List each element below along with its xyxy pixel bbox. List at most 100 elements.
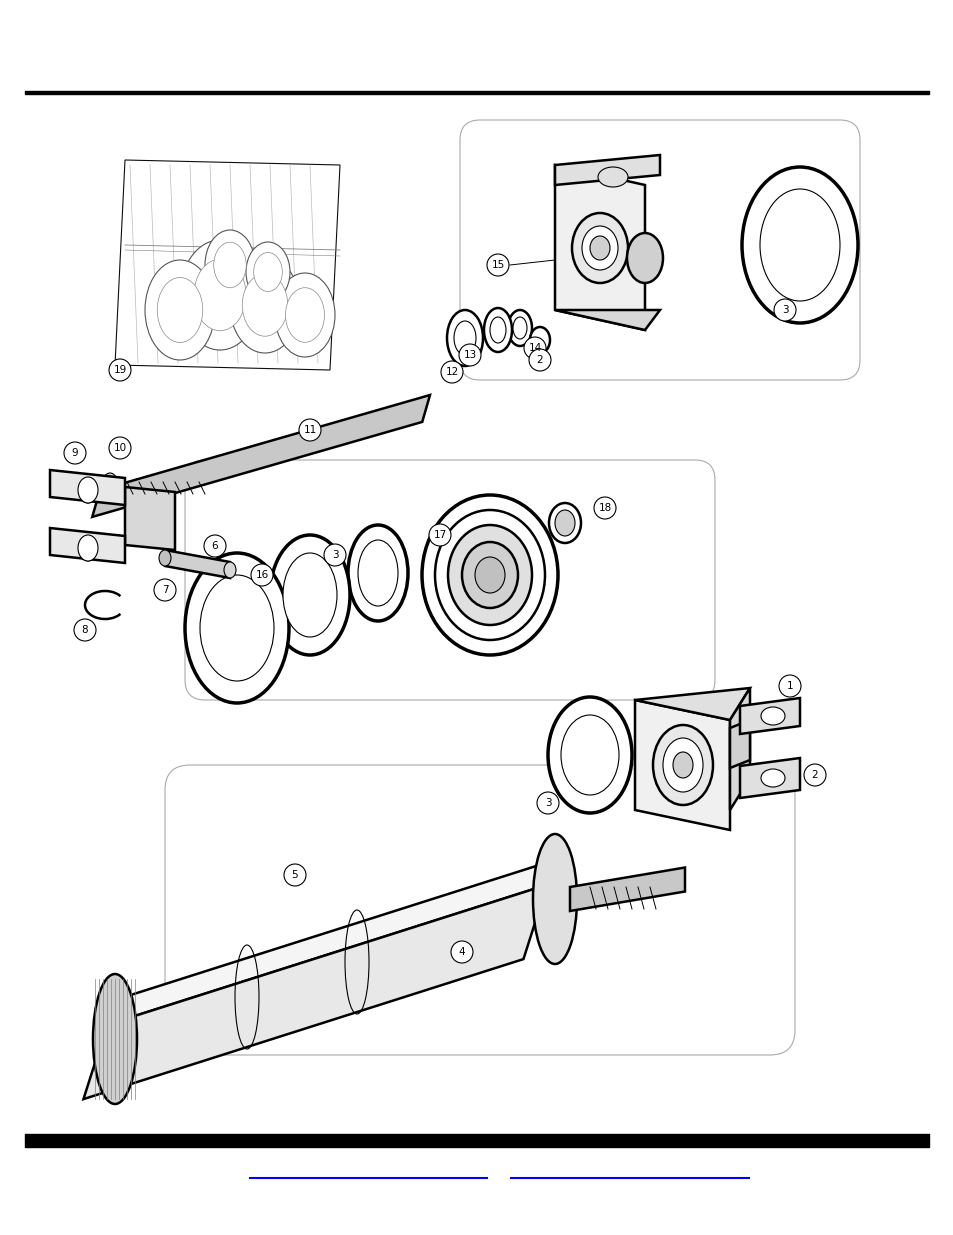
Circle shape [429,524,451,546]
Text: 13: 13 [463,350,476,359]
Circle shape [486,254,509,275]
Text: 15: 15 [491,261,504,270]
Ellipse shape [513,317,526,338]
Ellipse shape [92,974,137,1104]
Text: 19: 19 [113,366,127,375]
Polygon shape [107,860,555,1025]
Polygon shape [740,698,800,734]
Circle shape [529,350,551,370]
Ellipse shape [741,167,857,324]
Ellipse shape [230,257,299,353]
Circle shape [109,359,131,382]
Ellipse shape [253,252,282,291]
Polygon shape [635,688,749,720]
Ellipse shape [760,189,840,301]
Ellipse shape [242,274,288,336]
Text: 2: 2 [811,769,818,781]
Text: 4: 4 [458,947,465,957]
Ellipse shape [159,550,171,566]
Circle shape [64,442,86,464]
Text: 5: 5 [292,869,298,881]
Circle shape [773,299,795,321]
Ellipse shape [626,233,662,283]
Text: 3: 3 [544,798,551,808]
Text: 2: 2 [537,354,543,366]
Ellipse shape [78,477,98,503]
Text: 7: 7 [161,585,168,595]
Ellipse shape [483,308,512,352]
Circle shape [153,579,175,601]
Ellipse shape [572,212,627,283]
Circle shape [324,543,346,566]
Circle shape [251,564,273,585]
Ellipse shape [78,535,98,561]
Ellipse shape [490,317,505,343]
Ellipse shape [760,769,784,787]
Ellipse shape [270,535,350,655]
Ellipse shape [548,503,580,543]
Polygon shape [635,700,729,830]
Ellipse shape [224,562,235,578]
Ellipse shape [447,310,482,366]
Text: 18: 18 [598,503,611,513]
Polygon shape [50,471,125,505]
Ellipse shape [547,697,631,813]
Polygon shape [740,758,800,798]
Ellipse shape [421,495,558,655]
Ellipse shape [533,834,577,965]
Polygon shape [555,310,659,330]
Circle shape [74,619,96,641]
Polygon shape [83,884,546,1099]
Text: 12: 12 [445,367,458,377]
Ellipse shape [180,240,260,350]
Ellipse shape [200,576,274,680]
Ellipse shape [760,706,784,725]
Text: 6: 6 [212,541,218,551]
Ellipse shape [348,525,408,621]
Ellipse shape [102,473,118,496]
Ellipse shape [530,327,550,353]
Ellipse shape [652,725,712,805]
Text: 17: 17 [433,530,446,540]
Ellipse shape [448,525,532,625]
Circle shape [594,496,616,519]
Ellipse shape [157,278,203,342]
Circle shape [109,437,131,459]
Text: 14: 14 [528,343,541,353]
Polygon shape [115,161,339,370]
Circle shape [284,864,306,885]
Ellipse shape [454,321,476,354]
Ellipse shape [435,510,544,640]
Ellipse shape [285,288,324,342]
Circle shape [803,764,825,785]
Polygon shape [555,165,644,330]
Circle shape [204,535,226,557]
Ellipse shape [205,230,254,300]
Ellipse shape [672,752,692,778]
Ellipse shape [507,310,532,346]
Ellipse shape [145,261,214,359]
Ellipse shape [560,715,618,795]
Polygon shape [729,688,749,810]
Ellipse shape [274,273,335,357]
Ellipse shape [193,259,246,331]
Circle shape [779,676,801,697]
Text: 9: 9 [71,448,78,458]
Ellipse shape [357,540,397,606]
Ellipse shape [283,553,336,637]
Circle shape [523,337,545,359]
Circle shape [537,792,558,814]
Polygon shape [569,867,684,911]
Ellipse shape [213,242,246,288]
Text: 3: 3 [781,305,787,315]
Ellipse shape [475,557,504,593]
Ellipse shape [555,510,575,536]
Ellipse shape [581,226,618,270]
Text: 3: 3 [332,550,338,559]
Text: 8: 8 [82,625,89,635]
Ellipse shape [662,739,702,792]
Text: 10: 10 [113,443,127,453]
Circle shape [298,419,320,441]
Polygon shape [555,156,659,185]
Ellipse shape [185,553,289,703]
